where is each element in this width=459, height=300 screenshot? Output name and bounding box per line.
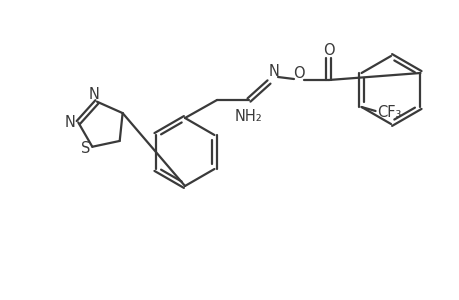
Text: NH₂: NH₂	[235, 109, 262, 124]
Text: O: O	[292, 65, 304, 80]
Text: N: N	[89, 87, 99, 102]
Text: S: S	[80, 141, 90, 156]
Text: N: N	[65, 115, 76, 130]
Text: O: O	[323, 43, 334, 58]
Text: N: N	[268, 64, 279, 79]
Text: CF₃: CF₃	[377, 104, 401, 119]
